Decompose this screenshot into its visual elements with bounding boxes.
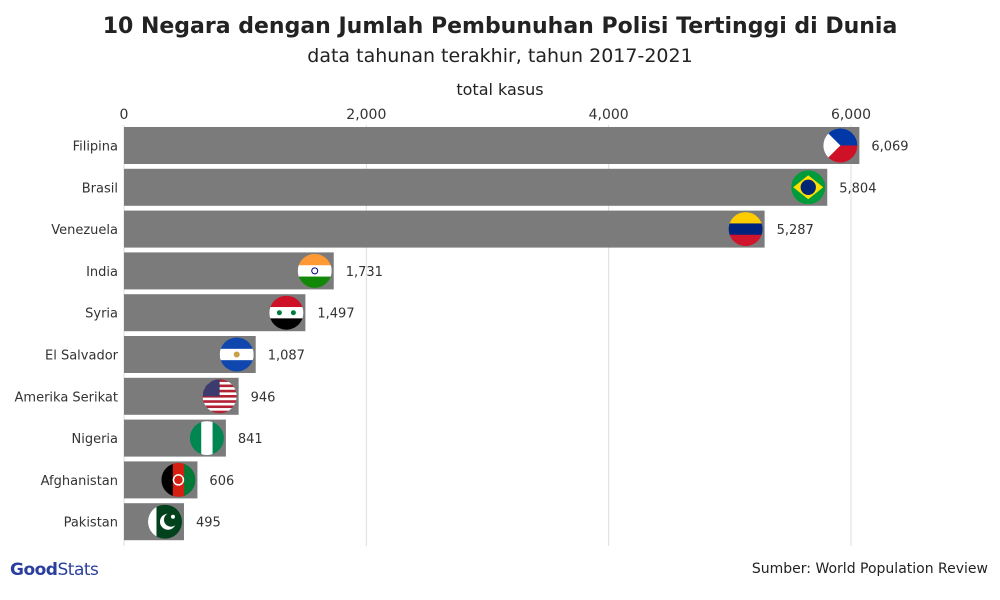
value-label: 1,731 xyxy=(346,265,383,280)
category-label: El Salvador xyxy=(45,349,119,364)
category-label: India xyxy=(86,265,118,280)
bar xyxy=(124,168,828,206)
category-label: Brasil xyxy=(82,181,118,196)
x-tick-label: 0 xyxy=(120,107,129,123)
value-label: 606 xyxy=(209,474,234,489)
value-label: 6,069 xyxy=(871,140,908,155)
venezuela-flag-icon xyxy=(728,212,763,247)
value-label: 946 xyxy=(251,390,276,405)
el-salvador-flag-icon xyxy=(219,337,254,372)
afghanistan-flag-icon xyxy=(161,462,196,497)
syria-flag-icon xyxy=(269,295,304,330)
nigeria-flag-icon xyxy=(189,421,224,456)
source-note: Sumber: World Population Review xyxy=(751,561,988,577)
usa-flag-icon xyxy=(202,379,237,414)
x-tick-label: 4,000 xyxy=(589,107,629,123)
value-label: 5,804 xyxy=(839,181,876,196)
value-label: 5,287 xyxy=(777,223,814,238)
x-tick-label: 2,000 xyxy=(346,107,386,123)
category-label: Syria xyxy=(85,307,118,322)
value-label: 1,497 xyxy=(317,307,354,322)
philippines-flag-icon xyxy=(823,128,858,163)
category-label: Amerika Serikat xyxy=(15,390,118,405)
x-tick-label: 6,000 xyxy=(831,107,871,123)
value-label: 1,087 xyxy=(268,349,305,364)
category-label: Nigeria xyxy=(71,432,118,447)
x-axis-title: total kasus xyxy=(456,80,544,99)
category-label: Filipina xyxy=(73,140,118,155)
chart-subtitle: data tahunan terakhir, tahun 2017-2021 xyxy=(307,45,693,67)
bar xyxy=(124,127,860,164)
brazil-flag-icon xyxy=(791,170,826,205)
pakistan-flag-icon xyxy=(147,504,182,539)
india-flag-icon xyxy=(297,253,332,288)
category-label: Venezuela xyxy=(51,223,118,238)
goodstats-logo: GoodStats xyxy=(10,560,99,580)
value-label: 495 xyxy=(196,516,221,531)
chart-title: 10 Negara dengan Jumlah Pembunuhan Polis… xyxy=(102,14,898,39)
value-label: 841 xyxy=(238,432,263,447)
category-label: Afghanistan xyxy=(41,474,118,489)
bar xyxy=(124,210,765,248)
category-label: Pakistan xyxy=(64,516,118,531)
